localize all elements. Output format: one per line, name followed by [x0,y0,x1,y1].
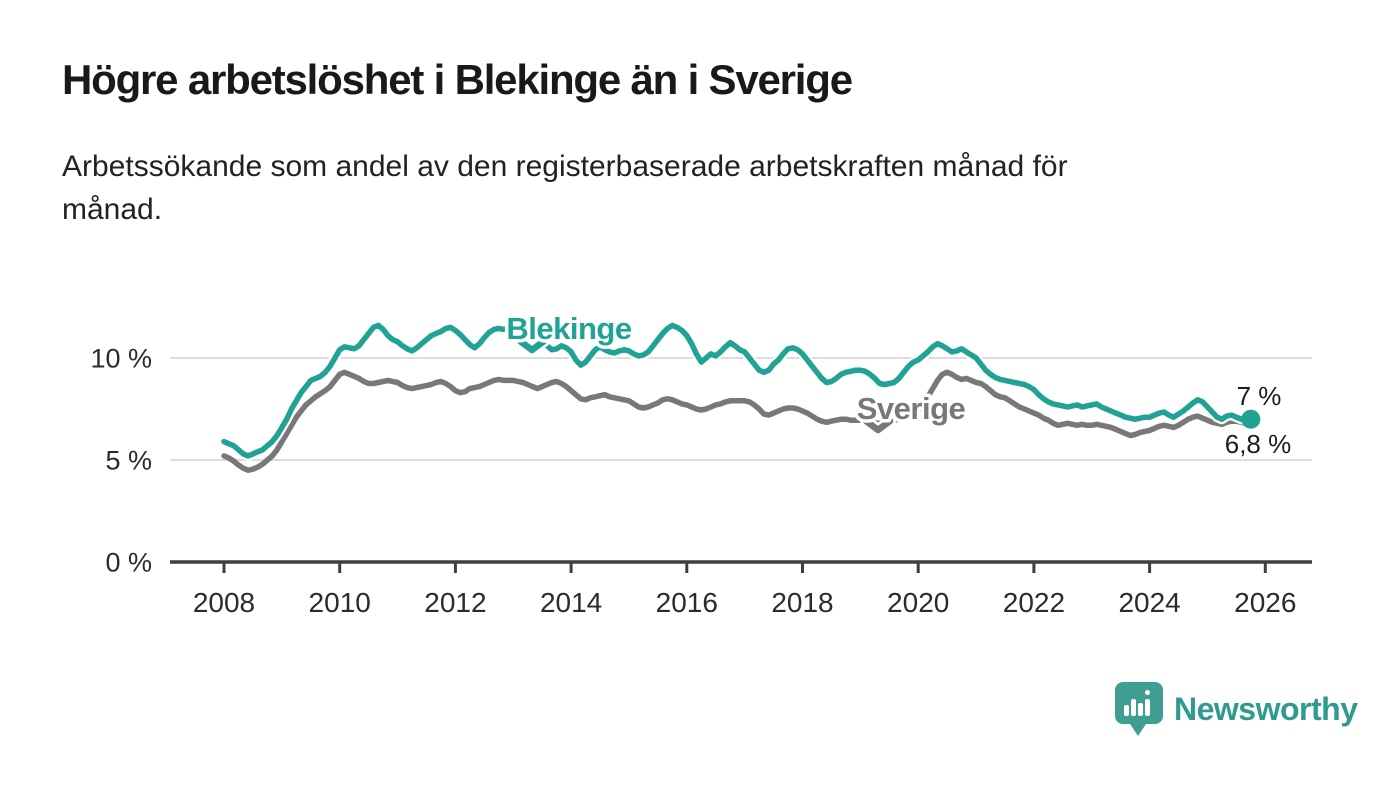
blekinge-end-value: 7 % [1237,381,1282,411]
blekinge-line [221,322,1254,459]
x-axis-tick-label: 2026 [1234,587,1296,618]
page-title: Högre arbetslöshet i Blekinge än i Sveri… [62,56,853,103]
sverige-line [221,369,1254,473]
newsworthy-logo-text: Newsworthy [1174,690,1358,727]
sverige-label-caret [862,417,894,434]
newsworthy-logo: Newsworthy [1115,682,1358,736]
y-axis-tick-label: 10 % [90,344,152,374]
x-axis-tick-label: 2014 [540,587,602,618]
x-axis-tick-label: 2020 [887,587,949,618]
x-axis-tick-label: 2012 [424,587,486,618]
x-axis-tick-label: 2022 [1003,587,1065,618]
y-axis-tick-label: 0 % [105,548,152,578]
x-axis-tick-label: 2024 [1118,587,1180,618]
sverige-series-label: Sverige [857,391,966,426]
blekinge-label-caret [516,337,548,354]
y-axis-tick-label: 5 % [105,446,152,476]
newsworthy-logo-icon [1115,682,1163,736]
x-axis-tick-label: 2010 [309,587,371,618]
sverige-end-value: 6,8 % [1225,429,1292,459]
page-subtitle: Arbetssökande som andel av den registerb… [62,150,1068,226]
x-axis-tick-label: 2018 [771,587,833,618]
x-axis-tick-label: 2008 [193,587,255,618]
blekinge-series-label: Blekinge [506,311,631,346]
blekinge-end-dot [1241,409,1261,429]
x-axis-tick-label: 2016 [656,587,718,618]
